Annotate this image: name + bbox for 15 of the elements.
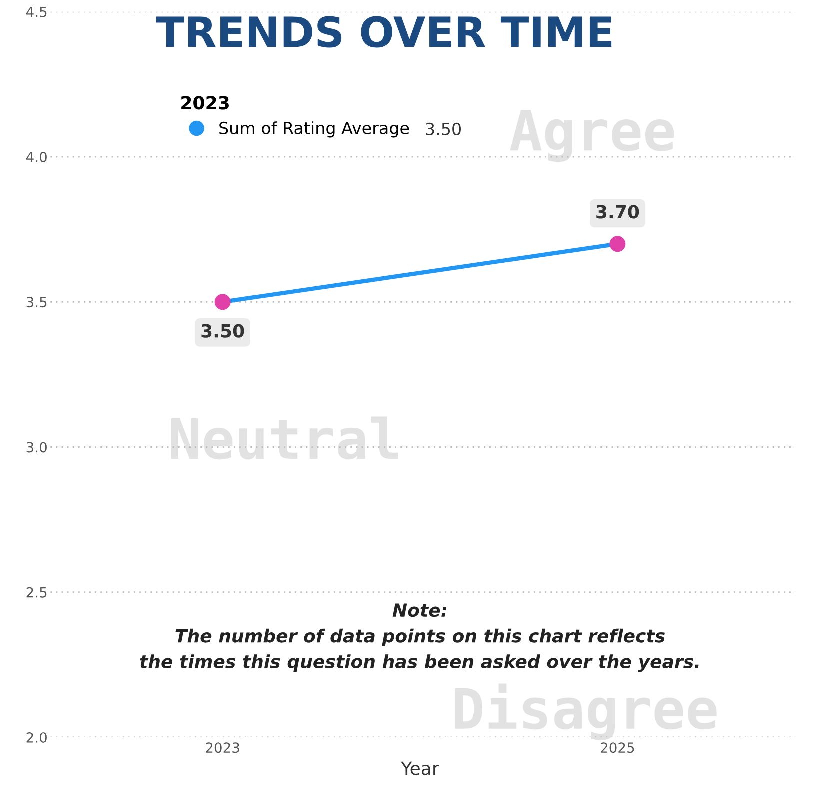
chart-title: TRENDS OVER TIME xyxy=(156,16,612,48)
data-label: 3.70 xyxy=(596,205,640,219)
y-tick-label: 2.0 xyxy=(26,732,47,743)
y-tick-label: 3.0 xyxy=(26,442,47,453)
x-tick-label: 2025 xyxy=(601,742,634,754)
data-label: 3.50 xyxy=(202,324,244,338)
y-tick-label: 3.5 xyxy=(26,297,47,308)
y-tick-label: 4.5 xyxy=(26,7,47,18)
legend-title: 2023 xyxy=(182,96,229,110)
legend-label: Sum of Rating Average xyxy=(220,122,410,138)
y-tick-label: 4.0 xyxy=(26,152,47,162)
annotation: Note: The number of data points on this chart reflects the times this question has been asked over the years. xyxy=(140,604,699,672)
annotation: 3.50 xyxy=(426,122,461,136)
x-axis-title: Year xyxy=(401,762,440,776)
y-tick-label: 2.5 xyxy=(26,587,47,598)
